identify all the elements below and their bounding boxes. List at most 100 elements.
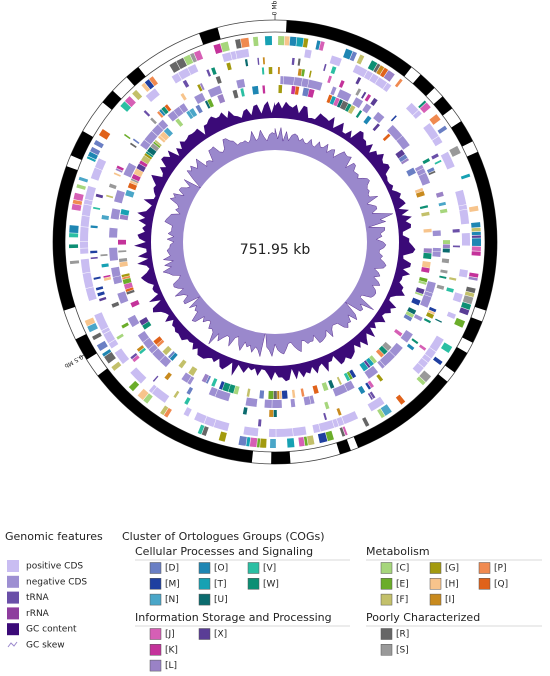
cog-label: [N] <box>165 595 179 605</box>
feature <box>328 379 335 389</box>
feature <box>246 437 251 447</box>
feature <box>85 286 97 301</box>
feature <box>238 435 247 446</box>
feature <box>318 41 325 51</box>
feature <box>136 345 145 352</box>
feature <box>233 385 240 395</box>
feature <box>73 192 84 202</box>
feature <box>346 371 353 380</box>
feature <box>268 428 276 437</box>
feature <box>137 388 149 400</box>
feature <box>207 85 223 98</box>
legend-label: GC content <box>26 625 77 635</box>
feature <box>317 432 328 444</box>
feature <box>424 291 433 297</box>
feature <box>109 227 118 238</box>
feature <box>252 85 259 95</box>
feature <box>148 344 158 354</box>
feature <box>336 99 343 108</box>
feature <box>86 156 96 162</box>
feature <box>130 300 140 308</box>
legend-label: tRNA <box>26 593 50 603</box>
feature <box>92 332 102 341</box>
feature <box>414 291 423 297</box>
feature <box>117 291 129 304</box>
gc-skew-center <box>183 150 367 334</box>
feature <box>194 92 206 105</box>
feature <box>257 419 262 427</box>
feature <box>93 206 101 210</box>
feature <box>150 143 160 152</box>
feature <box>159 355 172 368</box>
feature <box>461 233 470 246</box>
feature <box>330 86 337 96</box>
feature <box>143 393 153 404</box>
feature <box>143 110 151 117</box>
cog-swatch <box>478 578 491 590</box>
feature <box>137 331 150 343</box>
feature <box>218 381 225 390</box>
feature <box>323 412 328 421</box>
feature <box>240 37 250 48</box>
scale-label: 0 Mb <box>272 0 279 15</box>
feature <box>114 189 125 204</box>
feature <box>144 153 153 160</box>
legend-label: positive CDS <box>26 562 83 572</box>
feature <box>144 130 158 145</box>
feature <box>452 245 460 248</box>
feature <box>157 135 166 143</box>
feature <box>325 430 334 442</box>
feature <box>432 230 441 237</box>
feature <box>418 100 427 109</box>
feature <box>213 419 230 432</box>
feature <box>452 228 460 233</box>
feature <box>421 211 430 217</box>
feature <box>96 340 108 352</box>
feature <box>379 351 396 367</box>
feature <box>369 355 378 364</box>
feature <box>272 399 282 408</box>
feature <box>355 76 362 85</box>
feature <box>121 322 129 329</box>
contig <box>126 67 146 86</box>
cog-label: [F] <box>396 595 408 605</box>
feature <box>309 395 315 404</box>
feature <box>344 380 355 392</box>
feature <box>469 272 479 278</box>
cog-swatch <box>247 578 260 590</box>
feature <box>98 129 111 140</box>
cog-swatch <box>380 644 393 656</box>
feature <box>281 390 288 399</box>
cog-swatch <box>149 562 162 574</box>
feature <box>377 408 386 419</box>
feature <box>458 269 468 278</box>
feature <box>142 321 152 330</box>
feature <box>373 63 381 73</box>
feature <box>182 79 190 88</box>
feature <box>163 407 172 418</box>
feature <box>249 437 258 448</box>
feature <box>201 373 209 383</box>
feature <box>109 247 119 261</box>
cog-label: [P] <box>494 564 506 574</box>
feature <box>411 297 421 306</box>
feature <box>394 328 403 337</box>
feature <box>422 158 431 165</box>
feature <box>291 85 296 95</box>
feature <box>378 345 388 355</box>
feature <box>277 67 280 75</box>
feature <box>154 139 162 147</box>
feature <box>262 57 265 65</box>
feature <box>407 307 417 315</box>
feature <box>97 291 105 297</box>
feature <box>268 390 274 399</box>
feature <box>187 376 195 385</box>
cog-label: [V] <box>263 564 276 574</box>
feature <box>297 58 301 66</box>
feature <box>341 411 359 425</box>
feature <box>100 254 108 257</box>
feature <box>125 287 134 292</box>
scale-tick <box>78 354 85 359</box>
feature <box>377 360 385 369</box>
feature <box>228 384 236 394</box>
